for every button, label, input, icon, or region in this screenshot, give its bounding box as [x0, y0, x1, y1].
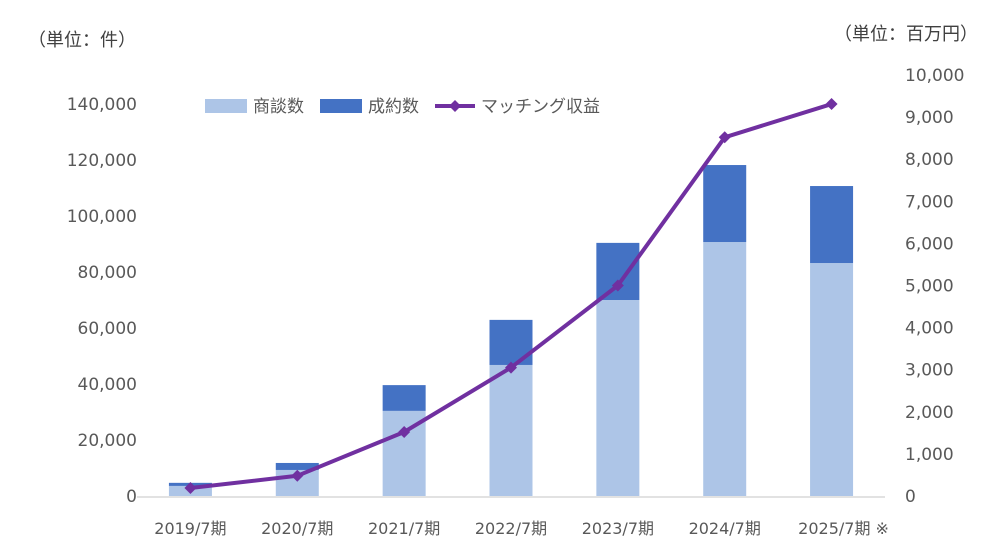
bar-商談数	[489, 364, 533, 496]
bar-商談数	[596, 300, 640, 496]
line-marker	[184, 482, 197, 495]
left-tick-label: 60,000	[78, 319, 137, 339]
line-marker	[825, 98, 838, 111]
bar-商談数	[703, 242, 747, 496]
line-marker	[718, 131, 731, 144]
left-axis-unit: （単位：件）	[28, 30, 136, 51]
right-tick-label: 5,000	[905, 277, 954, 297]
legend-swatch	[320, 99, 362, 113]
line-marker	[611, 279, 624, 292]
category-label: 2021/7期	[368, 519, 440, 538]
category-label: 2023/7期	[582, 519, 654, 538]
legend-marker	[449, 100, 461, 112]
left-tick-label: 120,000	[67, 151, 137, 171]
right-tick-label: 1,000	[905, 445, 954, 465]
right-tick-label: 9,000	[905, 108, 954, 128]
legend-label: 商談数	[253, 97, 304, 117]
left-tick-label: 40,000	[78, 375, 137, 395]
category-label: 2025/7期 ※	[798, 519, 889, 538]
line-marker	[505, 361, 517, 374]
right-tick-label: 2,000	[905, 403, 954, 423]
left-tick-label: 20,000	[78, 431, 137, 451]
right-tick-label: 7,000	[905, 192, 954, 212]
category-label: 2024/7期	[689, 519, 761, 538]
left-tick-label: 0	[126, 487, 137, 507]
legend-swatch	[205, 99, 247, 113]
left-tick-label: 140,000	[67, 95, 137, 115]
category-label: 2019/7期	[154, 519, 226, 538]
legend-label: マッチング収益	[481, 97, 600, 117]
right-tick-label: 6,000	[905, 234, 954, 254]
bar-成約数	[275, 462, 319, 470]
right-tick-label: 0	[905, 487, 916, 507]
left-tick-label: 80,000	[78, 263, 137, 283]
right-tick-label: 4,000	[905, 319, 954, 339]
line-marker	[291, 469, 304, 482]
category-label: 2020/7期	[261, 519, 333, 538]
right-tick-label: 8,000	[905, 150, 954, 170]
bar-成約数	[810, 186, 854, 264]
bar-成約数	[382, 385, 426, 411]
left-tick-label: 100,000	[67, 207, 137, 227]
bar-商談数	[810, 263, 854, 496]
line-marker	[398, 426, 411, 439]
legend-label: 成約数	[368, 97, 419, 117]
right-tick-label: 3,000	[905, 361, 954, 381]
category-label: 2022/7期	[475, 519, 547, 538]
bar-成約数	[703, 165, 747, 243]
right-axis-unit: （単位：百万円）	[834, 24, 978, 45]
right-tick-label: 10,000	[905, 66, 964, 86]
